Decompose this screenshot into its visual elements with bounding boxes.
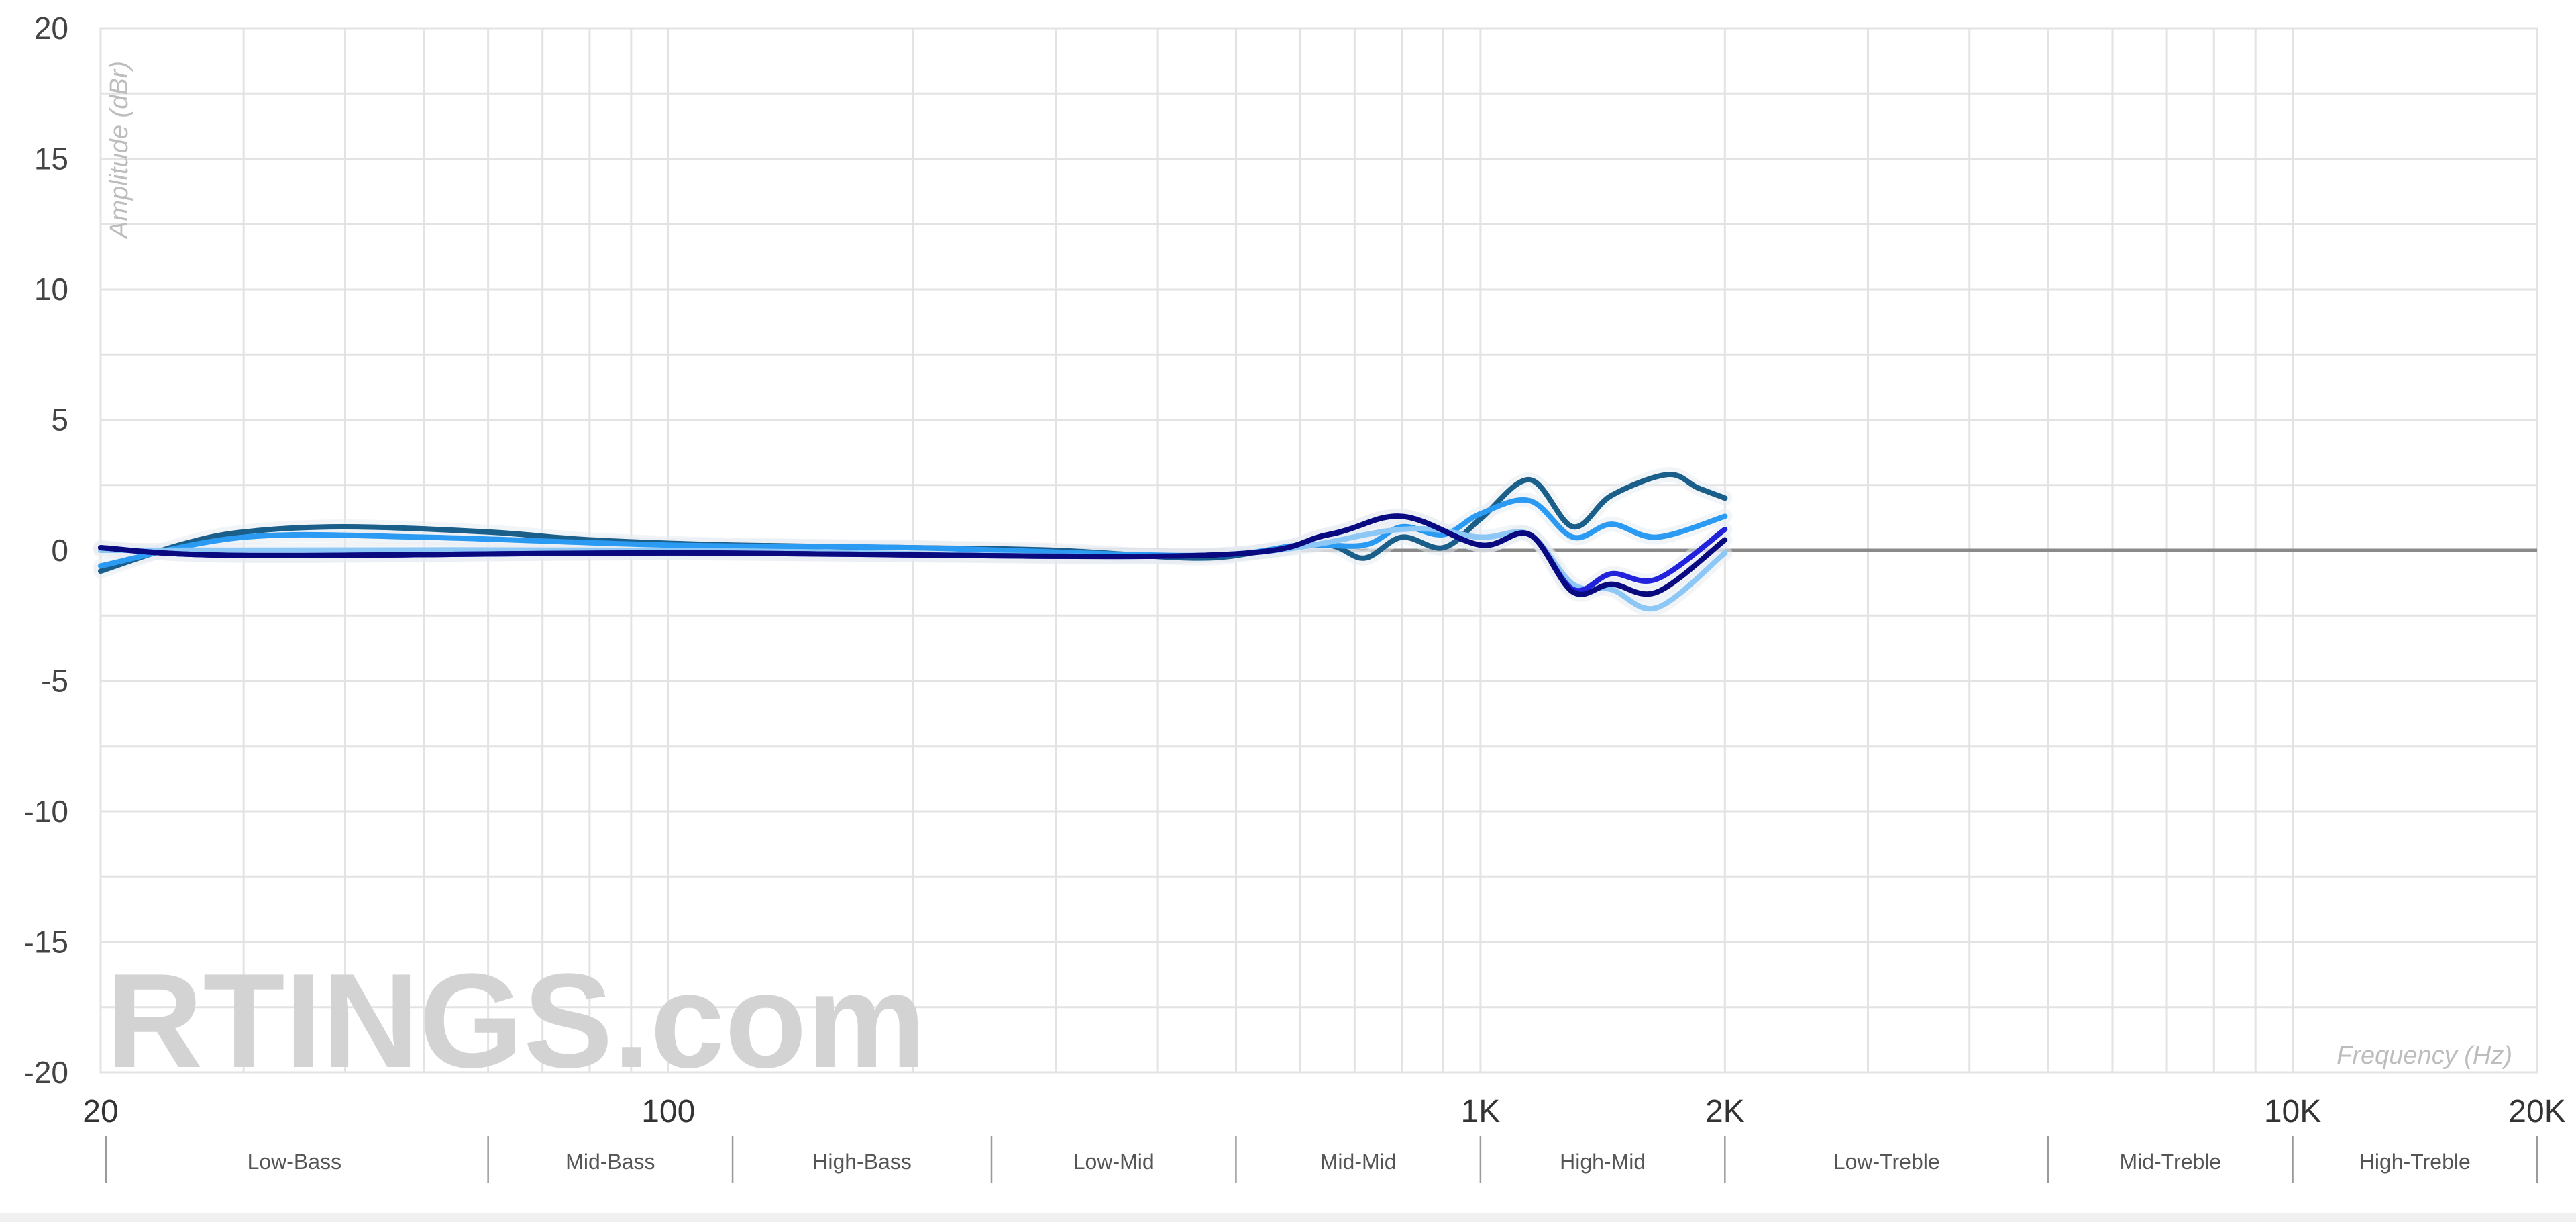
band-label: Low-Mid — [1073, 1150, 1155, 1174]
y-axis-ticks: 20 15 10 5 0 -5 -10 -15 -20 — [24, 11, 68, 1090]
series-line — [98, 526, 1728, 612]
x-tick-label: 2K — [1705, 1094, 1745, 1129]
band-label: Mid-Treble — [2119, 1150, 2221, 1174]
y-tick-label: 20 — [34, 11, 68, 46]
y-tick-label: 10 — [34, 272, 68, 307]
rtings-watermark: RTINGS.com — [106, 946, 926, 1096]
y-axis-title: Amplitude (dBr) — [105, 61, 133, 240]
band-label: Mid-Bass — [566, 1150, 655, 1174]
y-tick-label: -20 — [24, 1055, 68, 1090]
frequency-band-labels: Low-Bass Mid-Bass High-Bass Low-Mid Mid-Mid H… — [105, 1136, 2538, 1183]
y-tick-label: -5 — [41, 664, 68, 699]
band-label: High-Treble — [2359, 1150, 2471, 1174]
y-tick-label: 15 — [34, 142, 68, 176]
band-label: Mid-Mid — [1320, 1150, 1397, 1174]
series-line — [98, 513, 1728, 597]
x-tick-label: 100 — [641, 1094, 695, 1129]
x-axis-ticks: 20 100 1K 2K 10K 20K — [83, 1094, 2565, 1129]
band-label: Low-Bass — [248, 1150, 342, 1174]
y-tick-label: 5 — [51, 403, 68, 438]
band-label: High-Mid — [1560, 1150, 1646, 1174]
watermark-brand: RTINGS.com — [106, 946, 926, 1096]
chart-series — [93, 467, 1733, 617]
footer-strip — [0, 1213, 2576, 1222]
x-tick-label: 1K — [1461, 1094, 1501, 1129]
y-tick-label: 0 — [51, 533, 68, 568]
band-label: High-Bass — [812, 1150, 912, 1174]
x-tick-label: 20 — [83, 1094, 118, 1129]
chart-grid — [99, 27, 2538, 1074]
y-tick-label: -10 — [24, 794, 68, 829]
x-tick-label: 20K — [2508, 1094, 2565, 1129]
band-label: Low-Treble — [1833, 1150, 1940, 1174]
x-tick-label: 10K — [2264, 1094, 2321, 1129]
x-axis-title: Frequency (Hz) — [2337, 1041, 2512, 1070]
y-tick-label: -15 — [24, 925, 68, 960]
